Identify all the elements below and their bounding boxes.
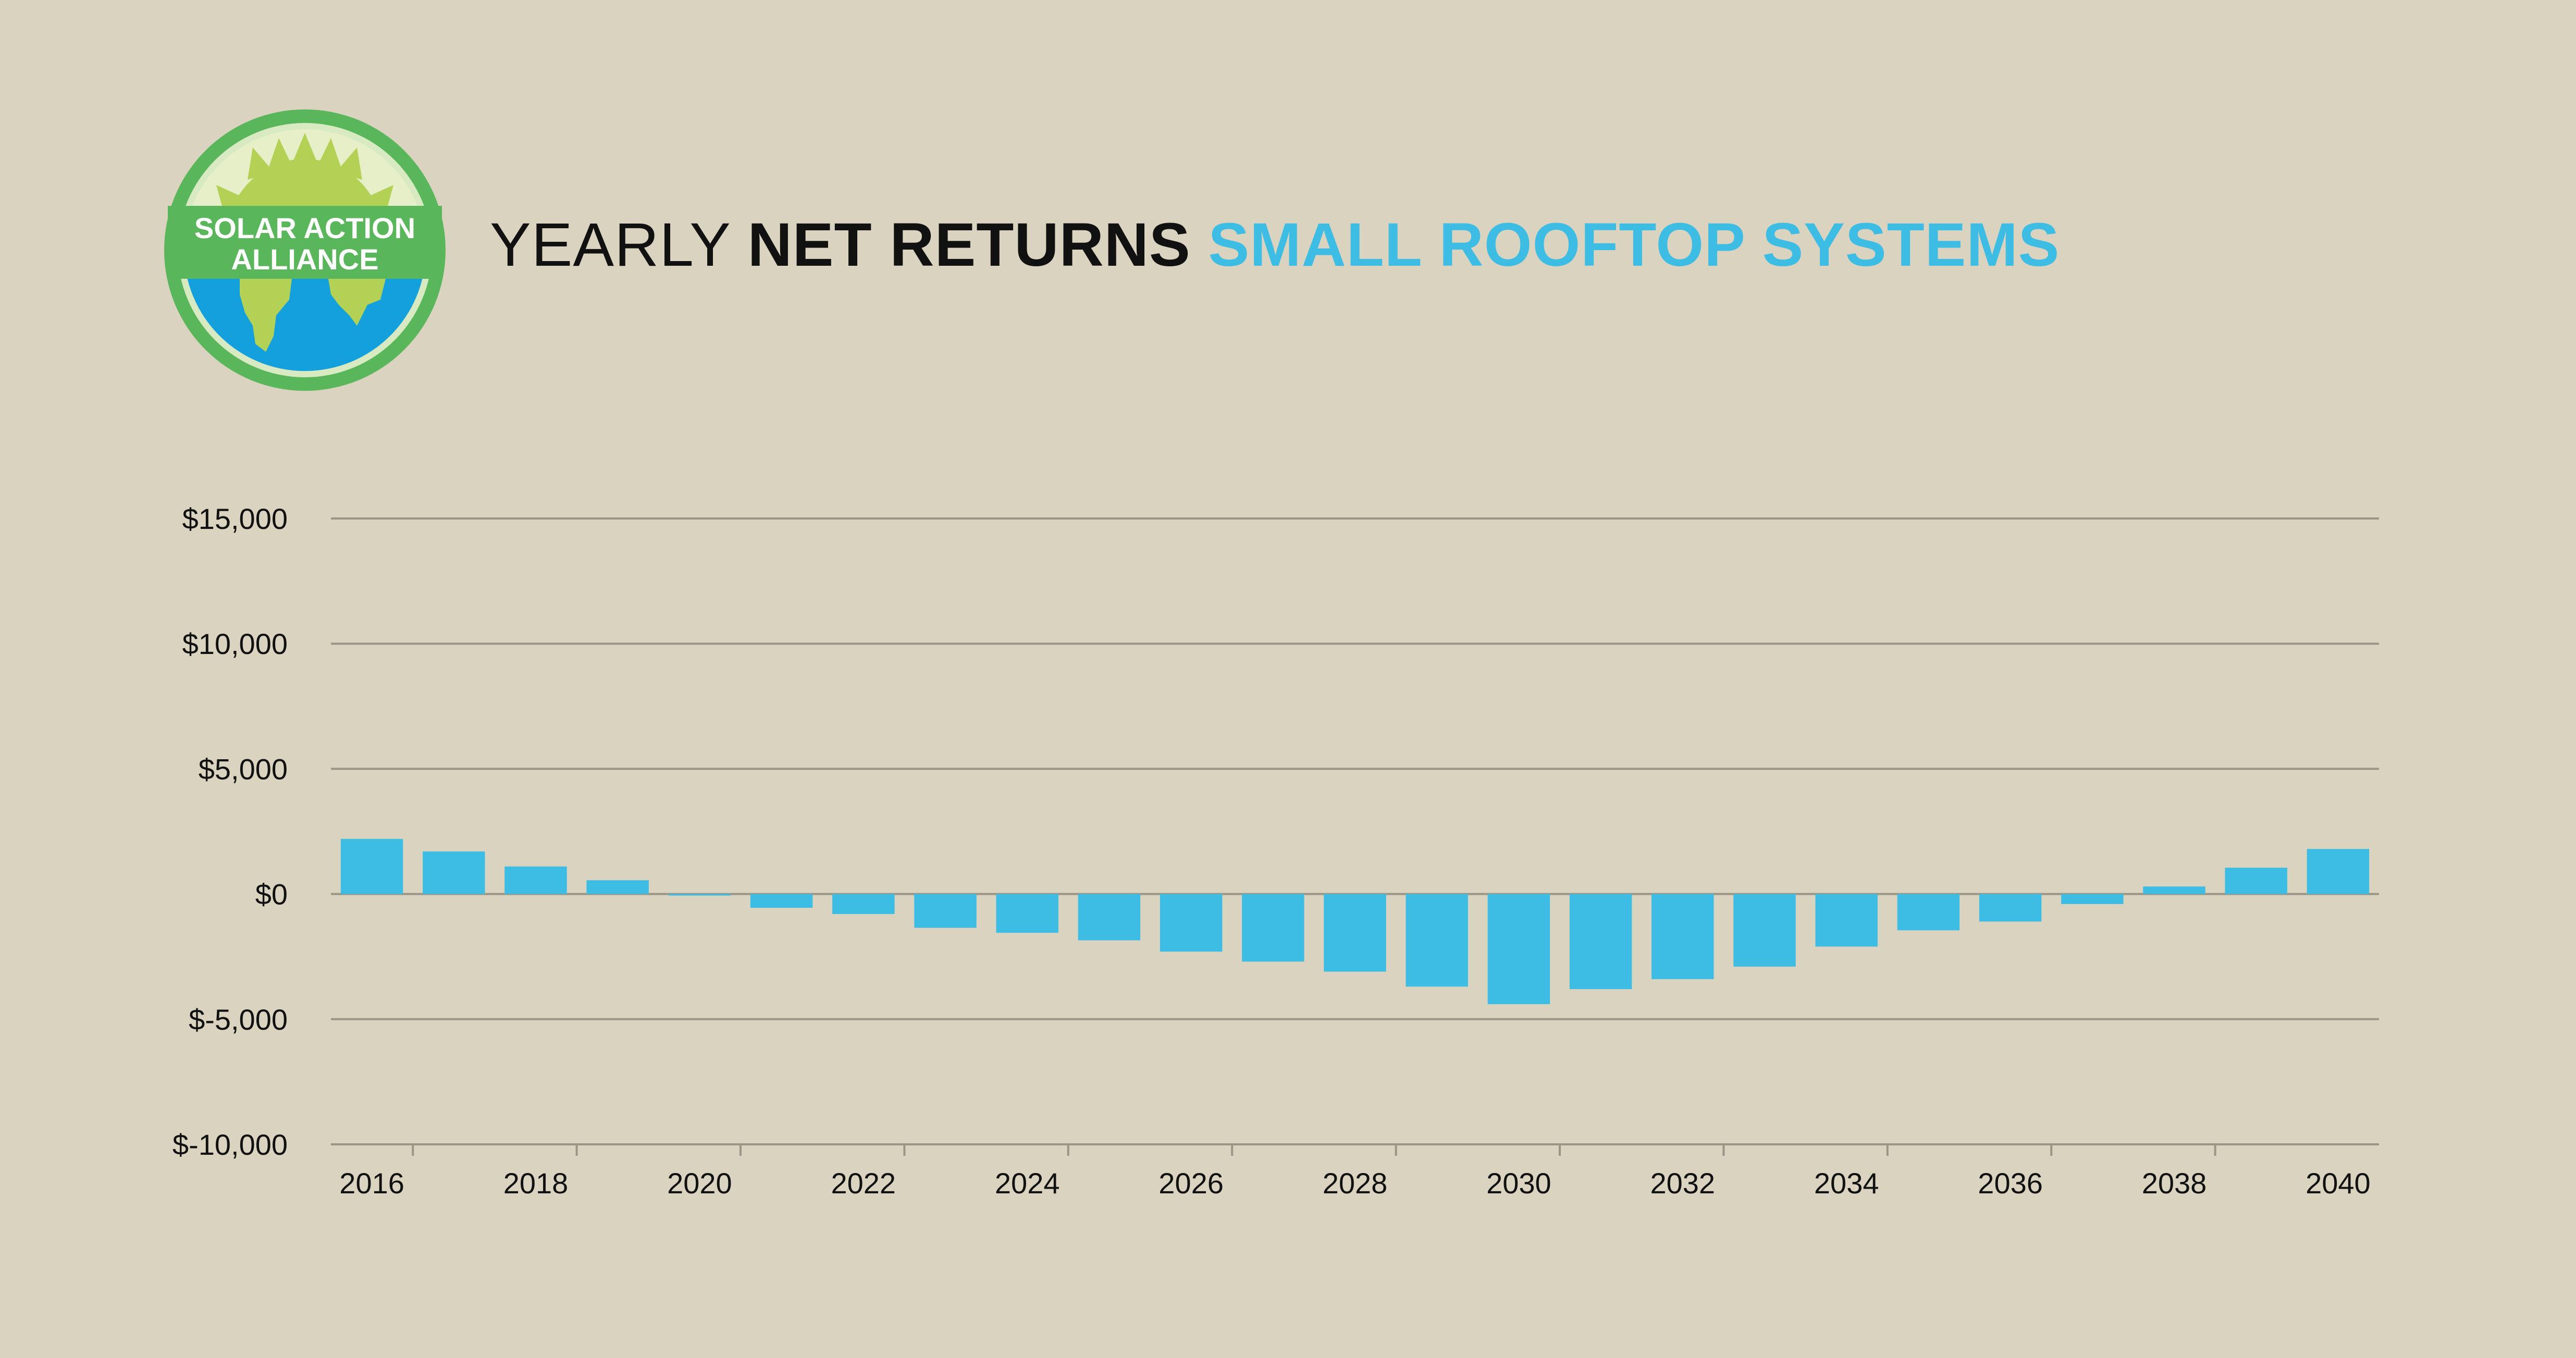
y-tick-label: $10,000 — [182, 627, 288, 660]
x-tick-label: 2022 — [831, 1167, 896, 1200]
title-part-small-rooftop-systems: SMALL ROOFTOP SYSTEMS — [1208, 211, 2060, 279]
solar-action-alliance-logo: SOLAR ACTION ALLIANCE — [164, 109, 446, 391]
bar-2037 — [2061, 894, 2124, 904]
bar-2032 — [1651, 894, 1714, 979]
bar-2026 — [1160, 894, 1223, 952]
bar-2031 — [1569, 894, 1632, 990]
x-tick-label: 2030 — [1486, 1167, 1551, 1200]
bar-2018 — [504, 866, 567, 894]
bar-2021 — [750, 894, 813, 908]
bar-2027 — [1242, 894, 1304, 962]
x-tick-label: 2024 — [995, 1167, 1060, 1200]
x-axis: 2016 2018 2020 2022 2024 2026 2028 2030 2032 2034… — [339, 1144, 2371, 1200]
gridlines — [331, 517, 2379, 1145]
chart-title: YEARLY NET RETURNS SMALL ROOFTOP SYSTEMS — [490, 201, 2060, 289]
bar-2034 — [1815, 894, 1878, 947]
title-part-net-returns: NET RETURNS — [747, 211, 1209, 279]
bar-2040 — [2307, 849, 2370, 894]
x-tick-label: 2028 — [1323, 1167, 1388, 1200]
bar-2017 — [423, 851, 485, 894]
earth-landmass-icon — [240, 279, 386, 352]
bar-2028 — [1324, 894, 1386, 972]
bar-2038 — [2143, 886, 2205, 894]
logo-text-line1: SOLAR ACTION — [194, 212, 415, 244]
x-tick-label: 2040 — [2306, 1167, 2371, 1200]
x-tick-label: 2026 — [1158, 1167, 1224, 1200]
x-tick-label: 2032 — [1650, 1167, 1716, 1200]
x-tick-label: 2038 — [2142, 1167, 2207, 1200]
bar-2022 — [832, 894, 895, 915]
y-tick-label: $15,000 — [182, 502, 288, 535]
bar-2024 — [996, 894, 1058, 933]
x-tick-label: 2018 — [503, 1167, 569, 1200]
y-axis-tick-labels: $15,000 $10,000 $5,000 $0 $-5,000 $-10,000 — [172, 502, 288, 1161]
bar-2029 — [1406, 894, 1468, 987]
x-tick-label: 2016 — [339, 1167, 404, 1200]
y-tick-label: $0 — [255, 878, 288, 911]
bar-2039 — [2225, 868, 2287, 894]
bar-2030 — [1487, 894, 1550, 1004]
x-tick-label: 2020 — [667, 1167, 732, 1200]
bar-2033 — [1733, 894, 1796, 967]
x-tick-label: 2034 — [1814, 1167, 1879, 1200]
bars — [340, 838, 2370, 1004]
logo-text-line2: ALLIANCE — [231, 243, 378, 276]
bar-2019 — [586, 880, 649, 894]
bar-2023 — [914, 894, 977, 928]
y-tick-label: $-5,000 — [189, 1003, 288, 1036]
y-tick-label: $-10,000 — [172, 1128, 288, 1161]
bar-2036 — [1979, 894, 2042, 922]
logo-banner — [168, 206, 442, 279]
bar-2035 — [1897, 894, 1960, 931]
y-tick-label: $5,000 — [199, 752, 288, 785]
bar-2025 — [1078, 894, 1141, 941]
title-part-yearly: YEARLY — [490, 211, 748, 279]
x-tick-label: 2036 — [1978, 1167, 2043, 1200]
bar-2016 — [340, 838, 403, 894]
bar-2020 — [668, 894, 731, 896]
